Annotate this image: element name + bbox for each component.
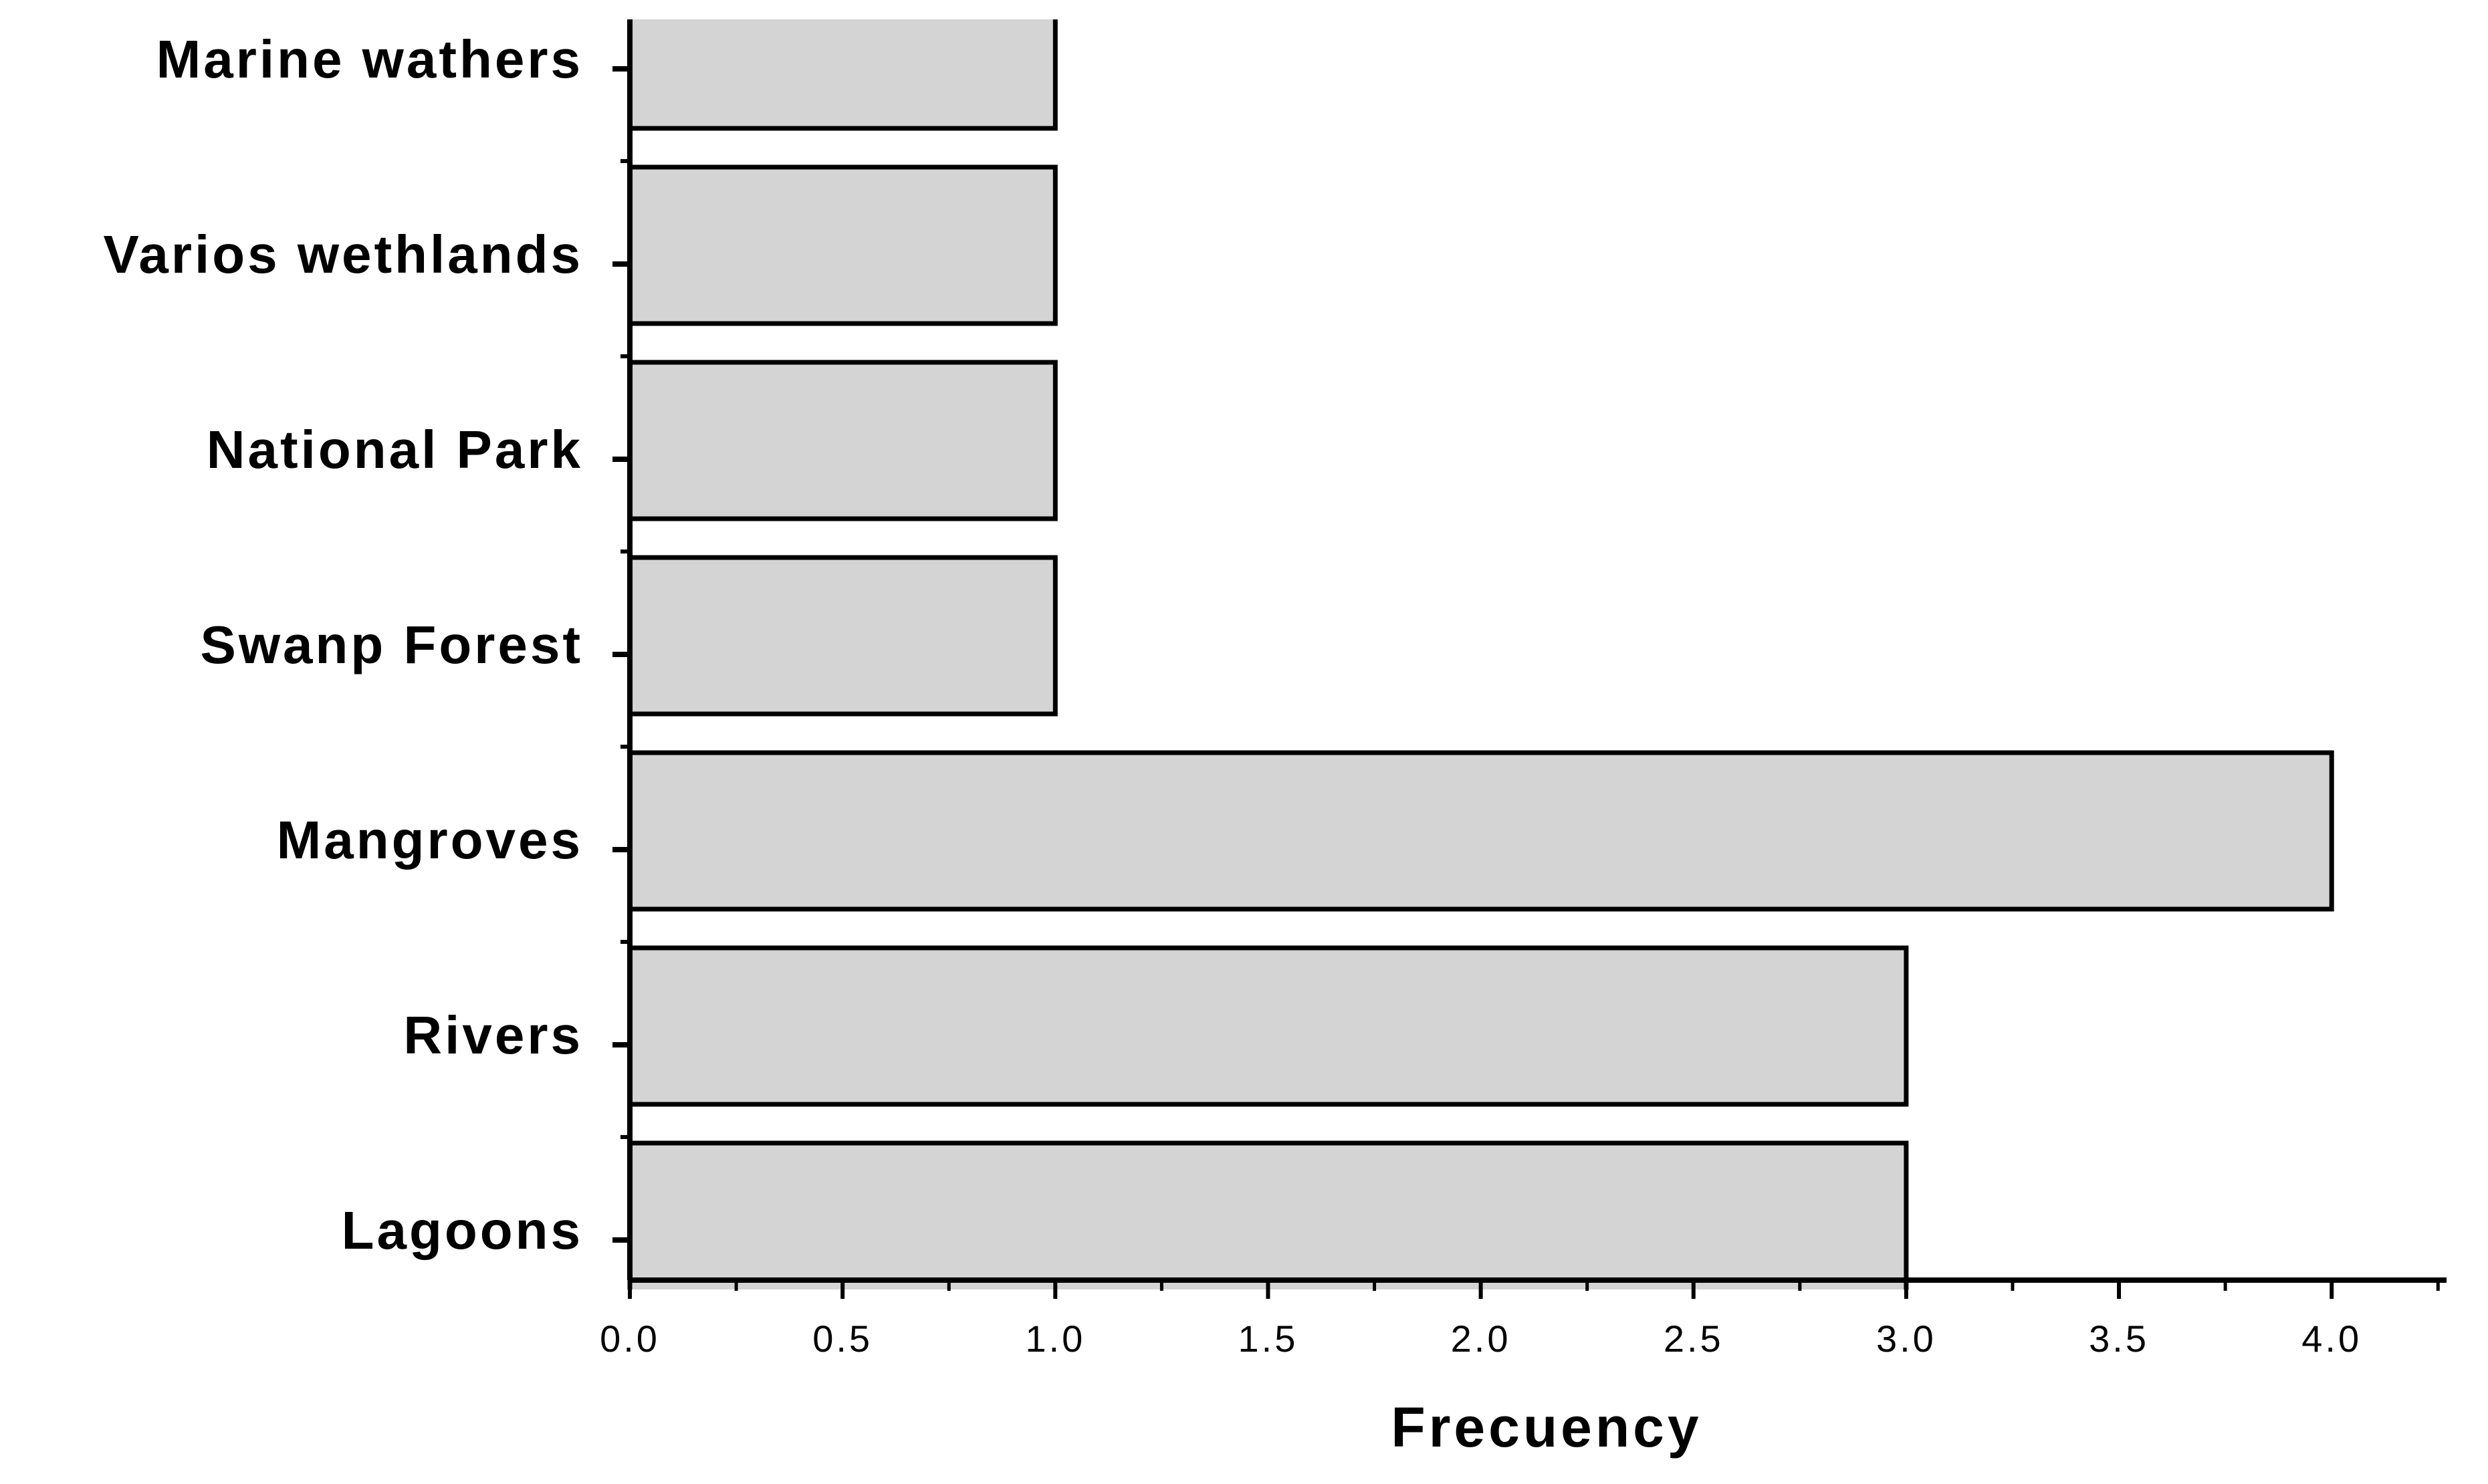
x-axis-title: Frecuency [1391,1396,1702,1459]
bar [627,1140,1909,1289]
y-tick-label: Swanp Forest [200,615,583,674]
y-tick-label: Lagoons [342,1201,583,1260]
y-tick-label: National Park [207,420,583,479]
y-tick-label: Marine wathers [156,29,583,89]
x-tick-label: 3.0 [1876,1318,1936,1360]
y-tick-label: Varios wethlands [103,225,583,284]
x-tick-label: 3.5 [2089,1318,2149,1360]
y-tick-label: Rivers [403,1005,583,1065]
x-tick-label: 2.5 [1664,1318,1724,1360]
x-tick-label: 4.0 [2301,1318,2362,1360]
x-tick-label: 0.0 [600,1318,660,1360]
y-tick-label: Mangroves [277,810,583,870]
bar [627,945,1909,1107]
bar [627,19,1058,131]
plot-area [627,19,2334,1289]
x-tick-label: 1.5 [1238,1318,1298,1360]
bar [627,360,1058,521]
bar [627,555,1058,717]
bar [627,750,2334,912]
x-tick-label: 2.0 [1451,1318,1511,1360]
x-tick-label: 1.0 [1025,1318,1085,1360]
x-tick-label: 0.5 [812,1318,873,1360]
bar [627,164,1058,326]
